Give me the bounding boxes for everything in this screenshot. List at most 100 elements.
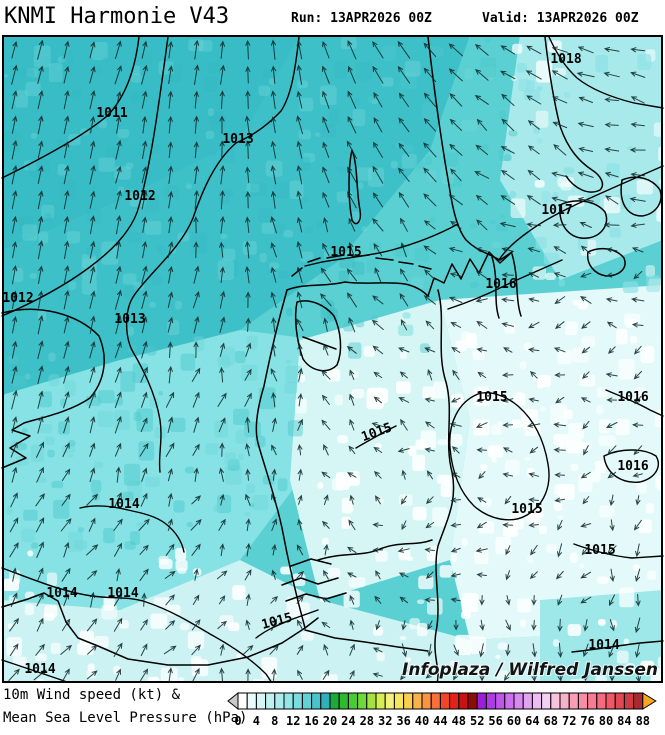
wind-arrow — [270, 595, 279, 604]
texture-patch — [175, 559, 188, 571]
wind-arrow — [552, 222, 567, 228]
wind-arrow — [140, 366, 148, 383]
wind-arrow — [635, 594, 641, 607]
wind-arrow — [553, 272, 566, 278]
wind-arrow — [89, 315, 96, 334]
wind-arrow — [321, 621, 331, 629]
coastline — [302, 336, 337, 350]
wind-arrow — [141, 189, 148, 210]
wind-arrow — [603, 71, 620, 78]
texture-patch — [598, 419, 611, 434]
colorbar-cell — [439, 692, 451, 710]
wind-arrow — [322, 166, 330, 184]
colorbar-cell — [393, 692, 405, 710]
wind-arrow — [321, 394, 330, 405]
texture-patch — [277, 270, 290, 279]
wind-arrow — [138, 518, 150, 531]
wind-arrow — [401, 469, 407, 480]
colorbar-tick-label: 4 — [253, 714, 260, 728]
texture-patch — [217, 494, 232, 514]
texture-patch — [260, 119, 277, 130]
texture-patch — [238, 453, 244, 461]
wind-arrow — [635, 642, 640, 658]
wind-arrow — [60, 644, 73, 655]
wind-arrow — [630, 222, 645, 228]
wind-arrow — [323, 343, 329, 356]
wind-arrow — [372, 647, 383, 653]
fill-region — [540, 590, 663, 683]
isobar-label: 1011 — [96, 106, 127, 121]
texture-patch — [151, 274, 163, 286]
coastline — [418, 265, 432, 270]
texture-patch — [145, 476, 160, 488]
wind-arrow — [449, 272, 462, 278]
wind-arrow-layer — [8, 39, 646, 683]
wind-arrow — [608, 594, 615, 607]
wind-arrow — [141, 115, 147, 134]
wind-arrow — [551, 70, 568, 80]
wind-arrow — [141, 40, 148, 59]
wind-arrow — [193, 216, 199, 234]
wind-arrow — [554, 497, 565, 503]
wind-arrow — [372, 295, 384, 305]
texture-patch — [416, 622, 428, 637]
wind-arrow — [37, 240, 44, 260]
wind-arrow — [502, 447, 513, 453]
texture-patch — [93, 461, 104, 469]
texture-patch — [655, 475, 665, 489]
wind-arrow — [219, 40, 225, 59]
texture-patch — [21, 428, 28, 434]
wind-arrow — [245, 65, 251, 84]
texture-patch — [160, 667, 178, 683]
wind-arrow — [553, 447, 566, 453]
texture-patch — [22, 224, 38, 241]
wind-arrow — [62, 668, 70, 682]
wind-arrow — [348, 217, 356, 232]
texture-patch — [101, 604, 118, 620]
wind-arrow — [553, 144, 567, 156]
texture-patch — [590, 471, 601, 483]
wind-arrow — [63, 289, 70, 310]
wind-arrow — [450, 572, 461, 578]
texture-patch — [540, 406, 546, 412]
wind-arrow — [38, 290, 44, 309]
wind-arrow — [245, 140, 251, 160]
wind-arrow — [581, 346, 591, 354]
texture-patch — [124, 463, 141, 486]
wind-arrow — [9, 542, 19, 558]
colorbar-cell — [292, 692, 303, 710]
wind-arrow — [115, 315, 122, 335]
wind-arrow — [89, 190, 96, 209]
wind-arrow — [531, 668, 537, 682]
texture-patch — [235, 350, 246, 364]
colorbar-tick-label: 88 — [636, 714, 650, 728]
texture-patch — [6, 355, 19, 364]
wind-arrow — [64, 215, 70, 234]
wind-arrow — [399, 371, 408, 379]
wind-arrow — [11, 416, 18, 434]
wind-arrow — [630, 96, 645, 104]
texture-patch — [495, 223, 508, 232]
texture-patch — [175, 547, 187, 561]
texture-patch — [192, 568, 202, 576]
wind-arrow — [397, 65, 411, 84]
texture-patch — [429, 216, 436, 224]
texture-patch — [217, 259, 235, 281]
texture-patch — [637, 54, 652, 70]
weather-map: 1011 1013 1012 1018 1017 1016 1015 1012 1013 1015… — [1, 35, 665, 683]
wind-arrow — [115, 40, 122, 59]
texture-patch — [468, 223, 478, 229]
texture-patch — [557, 176, 575, 188]
texture-patch — [527, 556, 534, 564]
wind-arrow — [479, 643, 485, 658]
wind-arrow — [296, 644, 304, 655]
wind-arrow — [36, 466, 44, 483]
wind-arrow — [165, 543, 175, 556]
colorbar-tick-label: 84 — [617, 714, 631, 728]
wind-arrow — [424, 269, 436, 281]
wind-arrow — [63, 190, 70, 210]
coastline — [1, 592, 319, 666]
texture-patch — [597, 576, 609, 584]
wind-arrow — [194, 165, 200, 184]
wind-arrow — [450, 547, 461, 553]
